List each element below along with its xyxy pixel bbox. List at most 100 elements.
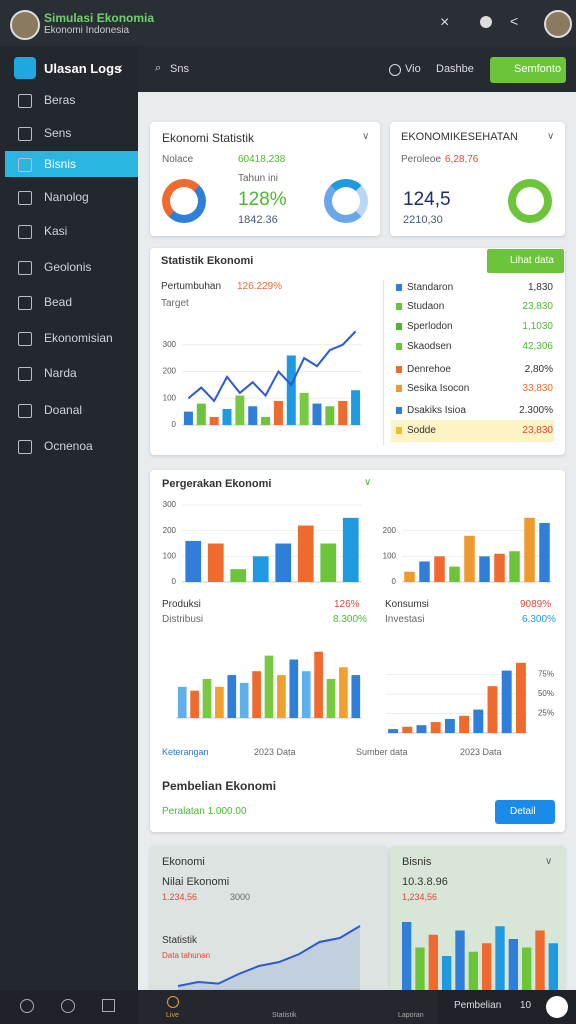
close-icon[interactable]: × [440, 14, 450, 31]
y-tick-label: 25% [538, 709, 554, 718]
bar [222, 408, 232, 425]
nav-item[interactable]: Ocnenoa [44, 439, 93, 453]
bar [273, 400, 283, 425]
app-title: Simulasi Ekonomia [44, 11, 155, 25]
search-icon[interactable]: ⌕ [155, 62, 162, 74]
bar [434, 556, 445, 582]
nav-icon [18, 225, 32, 239]
bar [464, 535, 475, 582]
nav-item[interactable]: Beras [44, 93, 76, 107]
nav-icon [18, 261, 32, 275]
button[interactable] [495, 800, 555, 824]
bar [482, 943, 492, 990]
y-tick-label: 50% [538, 689, 554, 698]
nav-item[interactable]: Sens [44, 126, 72, 140]
donut [324, 179, 368, 223]
highlight [391, 420, 554, 442]
list-value: 1,1030 [522, 321, 553, 332]
bar [444, 718, 455, 733]
value: 6.300% [522, 614, 556, 625]
chevron[interactable]: ∨ [545, 856, 553, 867]
nav-item[interactable]: Doanal [44, 403, 83, 417]
note: Data tahunan [162, 951, 211, 960]
label: Statistik [162, 935, 198, 946]
bar [252, 556, 269, 582]
bar [419, 561, 430, 582]
view[interactable]: Vio [405, 63, 421, 75]
list-value: 42,306 [522, 341, 553, 352]
bar [338, 400, 348, 425]
bar [297, 525, 314, 582]
amount: Peralatan 1.000.00 [162, 806, 247, 817]
primary-button[interactable] [490, 57, 566, 83]
donut [162, 179, 206, 223]
bar [326, 679, 336, 718]
nav-item[interactable]: Nanolog [44, 190, 89, 204]
bar [275, 543, 292, 582]
nav-item[interactable]: Ekonomisian [44, 331, 113, 345]
count: 10 [520, 1000, 532, 1011]
list-value: 23,830 [522, 425, 553, 436]
bar [442, 956, 452, 990]
search[interactable]: Sns [170, 63, 189, 75]
avatar[interactable] [10, 10, 40, 40]
line [177, 925, 361, 987]
nav-item[interactable]: Geolonis [44, 260, 92, 274]
label: Pembelian [454, 1000, 502, 1011]
card-title: Ekonomi Statistik [162, 131, 255, 145]
bar [449, 566, 460, 582]
bar [402, 726, 413, 733]
tab-icon[interactable] [167, 996, 179, 1008]
list-name: Standaron [407, 282, 454, 293]
bar [459, 715, 470, 733]
area [178, 926, 360, 990]
dashboard[interactable]: Dashbe [436, 63, 474, 75]
nav-item[interactable]: Bead [44, 295, 73, 309]
bar [428, 934, 438, 990]
bar [473, 709, 484, 733]
bar [468, 951, 478, 990]
nav-item[interactable]: Narda [44, 366, 77, 380]
nav-item[interactable]: Bisnis [44, 157, 77, 171]
y-tick-label: 200 [383, 526, 397, 535]
list-name: Sperlodon [407, 321, 453, 332]
marker [396, 343, 402, 350]
y-tick-label: 100 [163, 551, 177, 560]
bar [183, 411, 193, 425]
nav-icon[interactable] [61, 999, 75, 1013]
tab-label[interactable]: Statistik [272, 1012, 297, 1019]
bar [320, 543, 337, 582]
marker [396, 366, 402, 373]
bar [495, 926, 505, 990]
nav-icon[interactable] [20, 999, 34, 1013]
big-value: 124,5 [403, 189, 451, 210]
chevron[interactable]: ∨ [547, 131, 555, 142]
share-icon[interactable]: < [510, 13, 519, 29]
bar [252, 671, 261, 718]
bar [342, 517, 359, 582]
notify-icon[interactable] [480, 16, 492, 28]
marker [396, 385, 402, 392]
nav-icon[interactable] [102, 999, 115, 1012]
nav-item[interactable]: Kasi [44, 224, 68, 238]
tab-label[interactable]: Live [166, 1012, 179, 1019]
list-value: 2,80% [524, 364, 553, 375]
user-avatar[interactable] [544, 10, 572, 38]
bar [515, 662, 526, 733]
ring [508, 179, 552, 223]
nav-icon [18, 158, 32, 172]
card-title: Ekonomi [162, 856, 205, 868]
chevron[interactable]: ∨ [362, 131, 370, 142]
value: 126% [334, 599, 360, 610]
y-tick-label: 0 [172, 420, 177, 429]
button[interactable] [487, 249, 564, 273]
card-title: Bisnis [402, 856, 432, 868]
list-name: Sodde [407, 425, 436, 436]
chevron[interactable]: ∨ [364, 477, 372, 488]
tab-label[interactable]: Laporan [398, 1012, 424, 1019]
legend: Sumber data [356, 747, 408, 757]
action-button[interactable] [546, 996, 568, 1018]
collapse-icon[interactable]: ‹ [118, 59, 123, 75]
